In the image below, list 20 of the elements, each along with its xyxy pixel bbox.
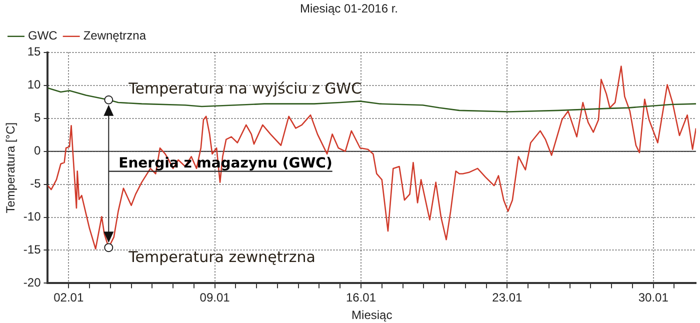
y-axis-title: Temperatura [°C] bbox=[4, 122, 18, 214]
y-tick-label: -5 bbox=[30, 176, 42, 191]
chart-title: Miesiąc 01-2016 r. bbox=[300, 2, 398, 16]
x-axis-title: Miesiąc bbox=[352, 308, 392, 322]
legend-label: Zewnętrzna bbox=[83, 28, 146, 43]
x-tick-label: 30.01 bbox=[638, 290, 669, 305]
legend-label: GWC bbox=[28, 28, 58, 43]
x-tick-label: 16.01 bbox=[346, 290, 376, 305]
y-tick-label: 5 bbox=[34, 110, 42, 125]
y-tick-label: 0 bbox=[34, 144, 42, 158]
y-tick-label: 10 bbox=[27, 78, 42, 92]
y-tick-label: 15 bbox=[27, 44, 42, 59]
y-tick-label: -15 bbox=[23, 242, 42, 257]
x-tick-label: 09.01 bbox=[200, 290, 230, 305]
x-tick-label: 02.01 bbox=[54, 290, 84, 305]
x-tick-label: 23.01 bbox=[492, 290, 523, 305]
annotation: Temperatura zewnętrzna bbox=[128, 248, 316, 266]
y-tick-label: -20 bbox=[23, 276, 42, 290]
y-tick-label: -10 bbox=[23, 210, 42, 224]
annotation: Temperatura na wyjściu z GWC bbox=[128, 79, 362, 98]
